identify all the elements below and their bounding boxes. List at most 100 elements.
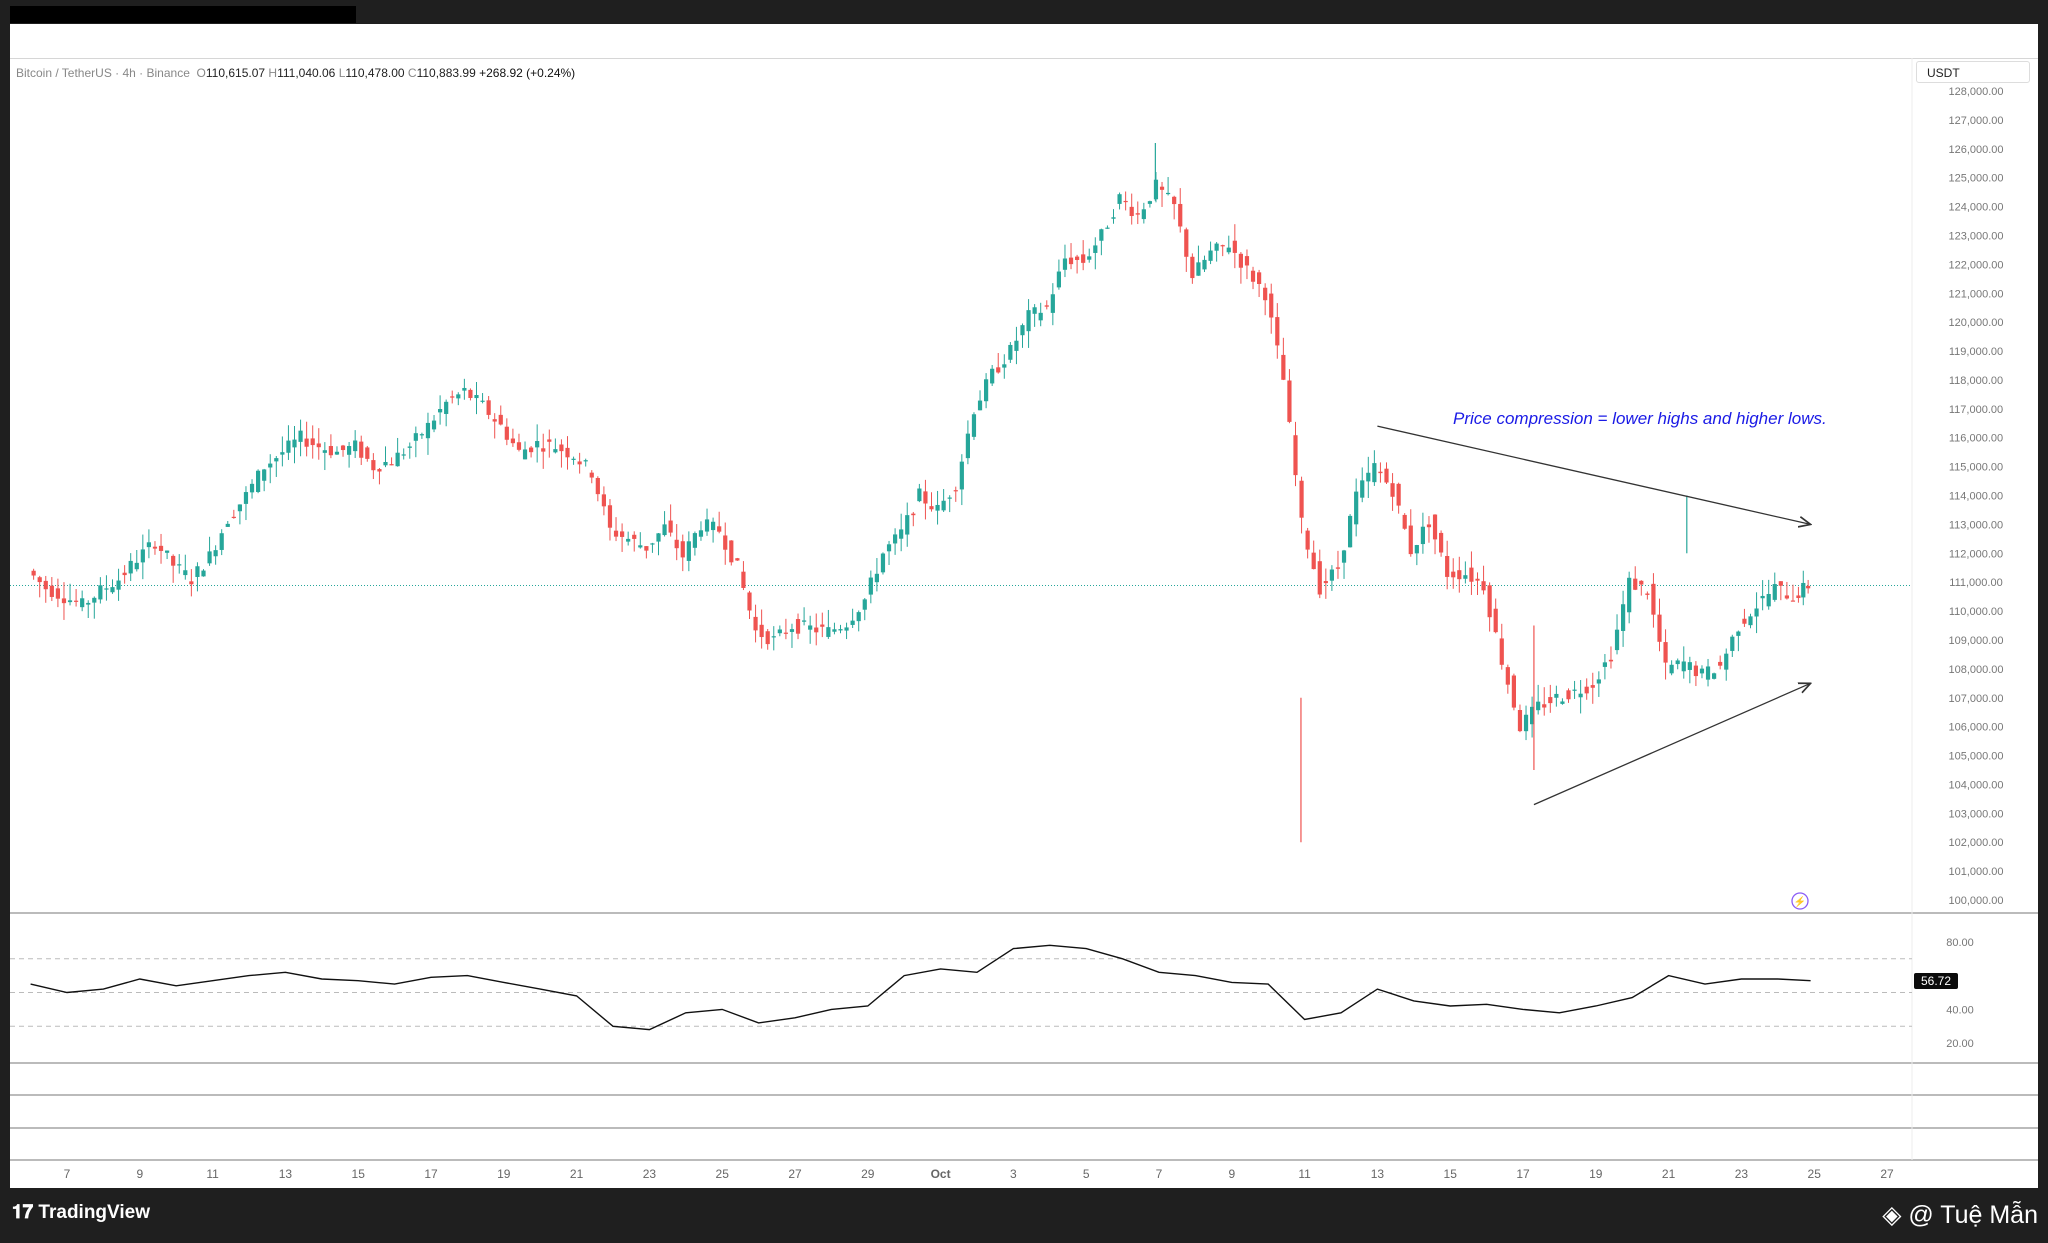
candle-body xyxy=(116,580,121,590)
price-tick-label: 128,000.00 xyxy=(1948,86,2003,98)
candle-body xyxy=(1584,686,1589,694)
candle-body xyxy=(862,599,867,610)
rsi-value-badge: 56.72 xyxy=(1914,973,1958,989)
candle-body xyxy=(1675,660,1680,665)
candle-body xyxy=(698,530,704,537)
candle-body xyxy=(377,469,382,472)
candle-body xyxy=(462,387,467,391)
candle-body xyxy=(1517,710,1523,732)
candle-body xyxy=(98,585,103,600)
candle-body xyxy=(674,539,679,549)
candle-body xyxy=(1566,690,1571,700)
candle-body xyxy=(310,438,315,446)
candle-body xyxy=(1014,340,1019,351)
candle-body xyxy=(1766,593,1771,607)
candle-body xyxy=(1335,567,1341,569)
candle-body xyxy=(353,440,358,452)
candle-body xyxy=(510,438,515,444)
candle-body xyxy=(1372,463,1377,483)
time-tick-label: 13 xyxy=(279,1167,293,1181)
redacted-title-bar xyxy=(10,6,356,23)
candle-body xyxy=(905,515,910,535)
candle-body xyxy=(286,440,291,453)
price-tick-label: 111,000.00 xyxy=(1949,577,2002,589)
time-tick-label: 29 xyxy=(861,1167,875,1181)
candle-body xyxy=(195,566,200,577)
candle-body xyxy=(1299,480,1304,518)
rsi-tick-label: 20.00 xyxy=(1946,1038,1974,1050)
candle-body xyxy=(128,560,133,574)
candle-body xyxy=(1536,701,1541,711)
candle-body xyxy=(1129,206,1134,217)
candle-body xyxy=(680,541,685,558)
price-tick-label: 103,000.00 xyxy=(1948,808,2003,820)
candle-body xyxy=(874,573,879,583)
candle-body xyxy=(438,409,443,413)
candle-body xyxy=(492,419,497,422)
price-tick-label: 105,000.00 xyxy=(1948,751,2003,763)
candle-body xyxy=(589,472,594,478)
time-tick-label: 23 xyxy=(643,1167,657,1181)
symbol-legend[interactable]: Bitcoin / TetherUS · 4h · Binance O110,6… xyxy=(16,66,575,80)
candle-body xyxy=(1329,569,1334,581)
candle-body xyxy=(1426,524,1432,528)
time-tick-label: 21 xyxy=(570,1167,584,1181)
candle-body xyxy=(741,571,746,588)
candle-body xyxy=(1178,203,1183,227)
candle-body xyxy=(1578,693,1583,698)
time-tick-label: 7 xyxy=(64,1167,71,1181)
candle-body xyxy=(917,488,922,502)
candle-body xyxy=(1020,325,1025,336)
candle-body xyxy=(1002,364,1007,368)
time-tick-label: 21 xyxy=(1662,1167,1676,1181)
candle-body xyxy=(225,523,230,527)
candle-body xyxy=(1275,317,1280,346)
candle-body xyxy=(656,533,661,542)
time-tick-label: 25 xyxy=(1808,1167,1822,1181)
candle-body xyxy=(1396,483,1401,506)
candle-body xyxy=(1123,200,1128,203)
candle-body xyxy=(1627,577,1632,613)
candle-body xyxy=(498,414,503,425)
candle-body xyxy=(1414,545,1419,554)
candle-body xyxy=(941,500,946,511)
candle-body xyxy=(650,543,655,545)
candle-body xyxy=(1032,307,1037,314)
candle-body xyxy=(717,526,722,532)
candle-body xyxy=(1742,618,1747,624)
candle-body xyxy=(468,389,473,398)
candle-body xyxy=(1451,571,1456,578)
currency-selector[interactable]: USDT xyxy=(1916,61,2030,83)
candle-body xyxy=(996,367,1001,373)
candle-body xyxy=(802,620,807,622)
candle-body xyxy=(1311,552,1316,570)
candle-body xyxy=(1075,256,1080,260)
candle-body xyxy=(383,461,388,466)
price-tick-label: 119,000.00 xyxy=(1949,346,2003,358)
candle-body xyxy=(820,624,825,627)
price-tick-label: 117,000.00 xyxy=(1949,404,2003,416)
candle-body xyxy=(1220,245,1225,247)
candle-body xyxy=(959,461,964,490)
candle-body xyxy=(413,433,418,441)
candle-body xyxy=(110,587,115,593)
open-value: 110,615.07 xyxy=(205,66,266,80)
candle-body xyxy=(1681,661,1686,672)
tradingview-logo[interactable]: 𝟏𝟕 TradingView xyxy=(12,1202,150,1224)
candle-body xyxy=(183,570,188,576)
candle-body xyxy=(1687,662,1692,670)
candle-body xyxy=(1760,595,1765,599)
candle-body xyxy=(638,545,643,548)
candle-body xyxy=(1111,217,1116,219)
low-label: L xyxy=(338,66,346,80)
candle-body xyxy=(1250,270,1256,282)
candle-body xyxy=(431,420,437,430)
candle-body xyxy=(559,444,564,452)
candle-body xyxy=(522,449,528,460)
candle-body xyxy=(1693,665,1698,677)
rsi-tick-label: 80.00 xyxy=(1946,937,1974,949)
alert-icon xyxy=(1791,892,1809,910)
high-label: H xyxy=(268,66,278,80)
candle-body xyxy=(553,449,558,453)
